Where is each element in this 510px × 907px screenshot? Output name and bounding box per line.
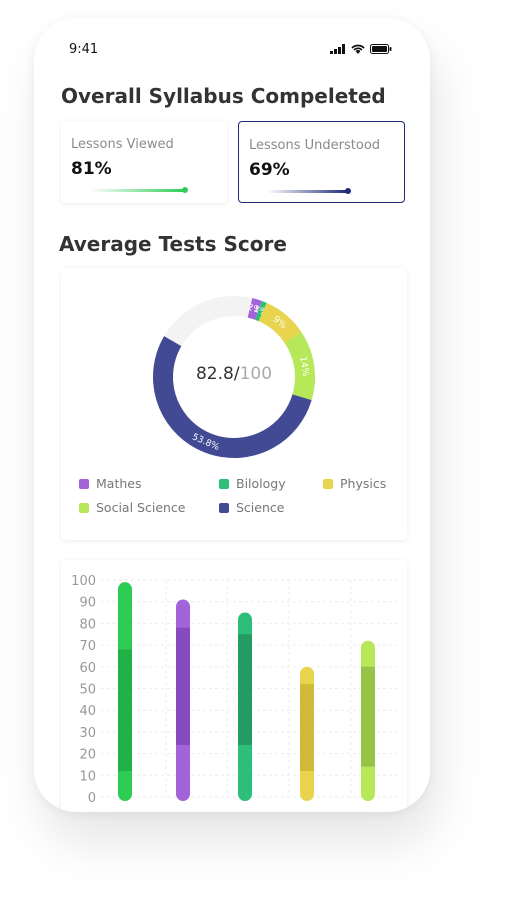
tests-title: Average Tests Score xyxy=(59,232,287,256)
score-readout: 82.8/100 xyxy=(61,364,407,384)
status-bar: 9:41 xyxy=(34,18,430,78)
legend-item-biology: Bilology xyxy=(219,476,286,491)
lessons-understood-card[interactable]: Lessons Understood 69% xyxy=(238,121,405,203)
bar-band xyxy=(300,684,314,771)
legend-label: Bilology xyxy=(236,476,286,491)
bar-chart-card: 100 90 80 70 60 50 40 30 20 10 0 xyxy=(61,560,407,812)
status-icons xyxy=(330,44,392,54)
y-tick-label: 40 xyxy=(79,704,96,719)
legend-item-mathes: Mathes xyxy=(79,476,141,491)
donut-slice[interactable] xyxy=(149,292,319,462)
y-tick-label: 0 xyxy=(88,791,96,806)
legend-label: Social Science xyxy=(96,500,186,515)
status-time: 9:41 xyxy=(69,42,99,57)
legend-swatch xyxy=(323,478,333,489)
battery-icon xyxy=(370,44,392,54)
legend-label: Physics xyxy=(340,476,387,491)
phone-frame: 9:41 Overall Syllabus Compeleted Lessons… xyxy=(34,18,430,812)
y-tick-label: 10 xyxy=(79,769,96,784)
wifi-icon xyxy=(351,44,365,54)
y-tick-label: 20 xyxy=(79,748,96,763)
bar-band xyxy=(238,634,252,745)
donut-slice-label: 14% xyxy=(297,356,310,378)
score-value: 82.8/ xyxy=(195,364,240,384)
bar-band xyxy=(361,666,375,767)
lessons-understood-value: 69% xyxy=(249,160,290,180)
legend-label: Science xyxy=(236,500,285,515)
legend-label: Mathes xyxy=(96,476,142,491)
legend-item-social-science: Social Science xyxy=(79,500,186,515)
lessons-understood-label: Lessons Understood xyxy=(249,138,381,153)
y-tick-label: 60 xyxy=(79,661,96,676)
lessons-viewed-label: Lessons Viewed xyxy=(71,137,174,152)
legend-swatch xyxy=(79,502,89,513)
y-tick-label: 30 xyxy=(79,726,96,741)
legend-swatch xyxy=(79,478,89,489)
donut-slice[interactable] xyxy=(143,286,325,468)
signal-icon xyxy=(330,44,345,54)
y-tick-label: 80 xyxy=(79,617,96,632)
lessons-viewed-value: 81% xyxy=(71,159,112,179)
lessons-viewed-progress xyxy=(89,187,207,193)
lessons-viewed-card[interactable]: Lessons Viewed 81% xyxy=(61,121,227,203)
y-tick-label: 100 xyxy=(71,574,96,589)
donut-slice[interactable] xyxy=(136,279,333,468)
donut-slice[interactable] xyxy=(140,283,327,468)
donut-chart: 2%1%9%14%53.8% xyxy=(136,279,333,468)
syllabus-title: Overall Syllabus Compeleted xyxy=(61,84,386,108)
test-score-card: 2% 1% 9% 14% 53.8% 82.8/100 Mathes Bilology … xyxy=(61,268,407,540)
y-tick-label: 70 xyxy=(79,639,96,654)
y-tick-label: 50 xyxy=(79,683,96,698)
legend-swatch xyxy=(219,502,229,513)
donut-slice[interactable] xyxy=(146,289,323,466)
legend-swatch xyxy=(219,478,229,489)
bar-band xyxy=(176,627,190,745)
lessons-understood-progress xyxy=(267,188,385,194)
legend-item-physics: Physics xyxy=(323,476,386,491)
y-tick-label: 90 xyxy=(79,596,96,611)
score-max: 100 xyxy=(239,364,273,384)
legend-item-science: Science xyxy=(219,500,284,515)
bar-band xyxy=(118,649,132,771)
